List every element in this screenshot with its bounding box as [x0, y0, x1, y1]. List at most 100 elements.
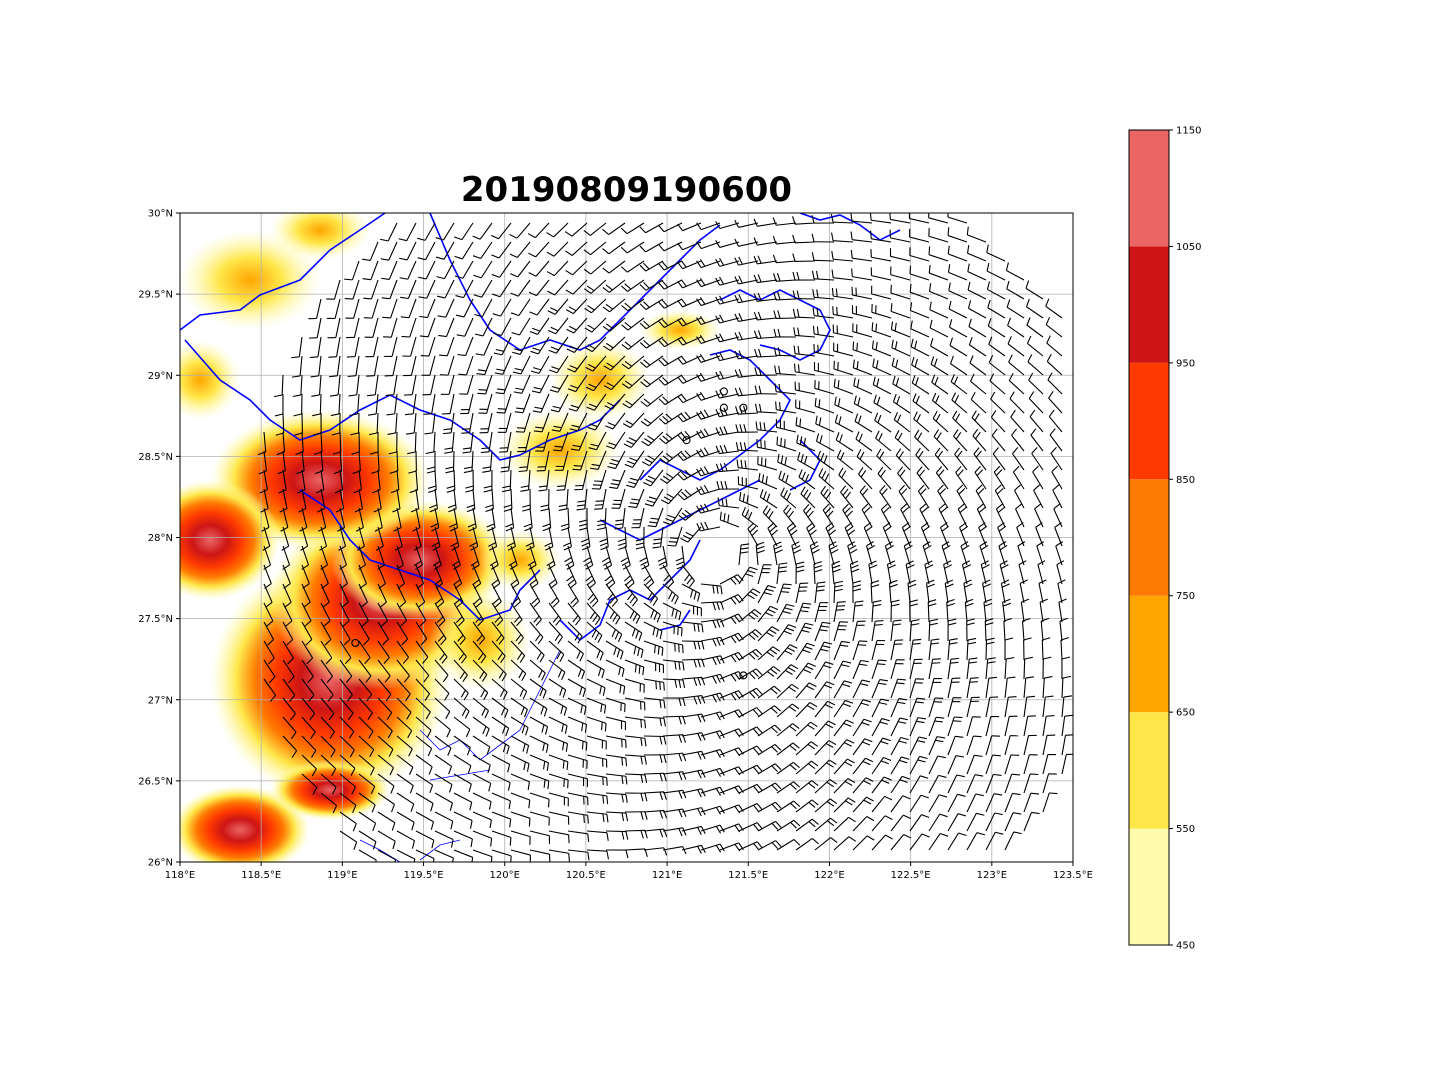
- wind-barb: [871, 620, 884, 642]
- wind-barb: [605, 773, 628, 785]
- wind-barb: [415, 773, 434, 794]
- wind-barb: [890, 619, 902, 642]
- wind-barb: [795, 799, 819, 813]
- wind-barb: [658, 393, 683, 406]
- wind-barb: [738, 687, 763, 699]
- wind-barb: [658, 317, 683, 328]
- wind-barb: [398, 222, 417, 242]
- wind-barb: [548, 830, 570, 844]
- wind-barb: [624, 678, 645, 693]
- wind-barb: [358, 621, 370, 646]
- wind-barb: [715, 370, 740, 380]
- wind-barb: [424, 412, 436, 435]
- wind-barb: [858, 467, 873, 490]
- wind-barb: [985, 696, 999, 718]
- wind-barb: [453, 583, 464, 608]
- wind-barb: [889, 248, 911, 262]
- wind-barb: [602, 241, 626, 255]
- wind-barb: [905, 560, 915, 585]
- wind-barb: [914, 429, 930, 452]
- wind-barb: [892, 375, 911, 395]
- wind-barb: [696, 391, 721, 401]
- wind-barb: [715, 444, 740, 455]
- wind-barb: [762, 505, 778, 528]
- wind-barb: [667, 526, 683, 547]
- wind-barb: [814, 798, 838, 813]
- x-tick-label: 119.5°E: [404, 870, 444, 881]
- wind-barb: [814, 621, 831, 642]
- wind-barb: [909, 775, 929, 794]
- wind-barb: [928, 832, 949, 851]
- wind-barb: [871, 757, 892, 775]
- wind-barb: [753, 274, 778, 284]
- wind-barb: [776, 781, 801, 794]
- wind-barb: [640, 393, 664, 407]
- wind-barb: [989, 373, 1006, 395]
- wind-barb: [472, 716, 490, 737]
- wind-barb: [753, 255, 778, 265]
- wind-barb: [776, 664, 799, 680]
- wind-barb: [495, 374, 512, 395]
- wind-barb: [472, 811, 492, 829]
- wind-barb: [889, 213, 911, 224]
- wind-barb: [472, 849, 493, 862]
- wind-barb: [795, 780, 819, 794]
- wind-barb: [865, 541, 876, 566]
- wind-barb: [696, 334, 721, 345]
- wind-barb: [1032, 465, 1044, 490]
- wind-barb: [647, 507, 664, 528]
- wind-barb: [312, 393, 322, 417]
- wind-barb: [964, 598, 974, 623]
- wind-barb: [449, 507, 459, 532]
- wind-barb: [929, 319, 949, 338]
- wind-barb: [478, 393, 493, 414]
- wind-barb: [339, 659, 353, 683]
- wind-barb: [377, 678, 392, 702]
- wind-barb: [833, 378, 854, 395]
- y-tick-label: 26.5°N: [138, 776, 173, 787]
- wind-barb: [1004, 676, 1016, 699]
- wind-barb: [622, 412, 645, 429]
- wind-barb: [510, 621, 524, 645]
- wind-barb: [800, 486, 816, 509]
- wind-barb: [453, 830, 473, 848]
- wind-barb: [985, 676, 998, 699]
- wind-barb: [871, 718, 890, 737]
- wind-barb: [396, 602, 408, 627]
- wind-barb: [966, 716, 981, 737]
- wind-barb: [1053, 503, 1063, 528]
- wind-barb: [852, 640, 868, 661]
- wind-barb: [301, 659, 314, 684]
- wind-barb: [928, 813, 948, 832]
- wind-barb: [505, 507, 515, 532]
- wind-barb: [868, 560, 878, 585]
- wind-barb: [282, 697, 296, 721]
- wind-barb: [624, 735, 647, 747]
- wind-barb: [415, 811, 434, 830]
- wind-barb: [584, 336, 607, 353]
- wind-barb: [871, 285, 892, 300]
- wind-barb: [1028, 391, 1044, 414]
- wind-barb: [1039, 598, 1048, 623]
- wind-barb: [662, 846, 687, 855]
- wind-barb: [1023, 734, 1037, 756]
- wind-barb: [966, 245, 987, 262]
- wind-barb: [795, 602, 812, 623]
- wind-barb: [1042, 773, 1057, 794]
- wind-barb: [567, 773, 589, 788]
- wind-barb: [852, 718, 872, 737]
- wind-barb: [344, 260, 360, 281]
- wind-barb: [1007, 336, 1025, 357]
- wind-barb: [315, 469, 325, 494]
- wind-barb: [776, 761, 800, 775]
- wind-barb: [738, 492, 759, 509]
- wind-barb: [363, 279, 379, 300]
- wind-barb: [814, 380, 835, 395]
- wind-barb: [990, 391, 1006, 414]
- wind-barb: [472, 602, 484, 627]
- wind-barb: [400, 279, 417, 300]
- wind-barb: [833, 739, 855, 756]
- wind-barb: [734, 368, 759, 378]
- wind-barb: [508, 545, 518, 570]
- colorbar-segment: [1129, 246, 1169, 363]
